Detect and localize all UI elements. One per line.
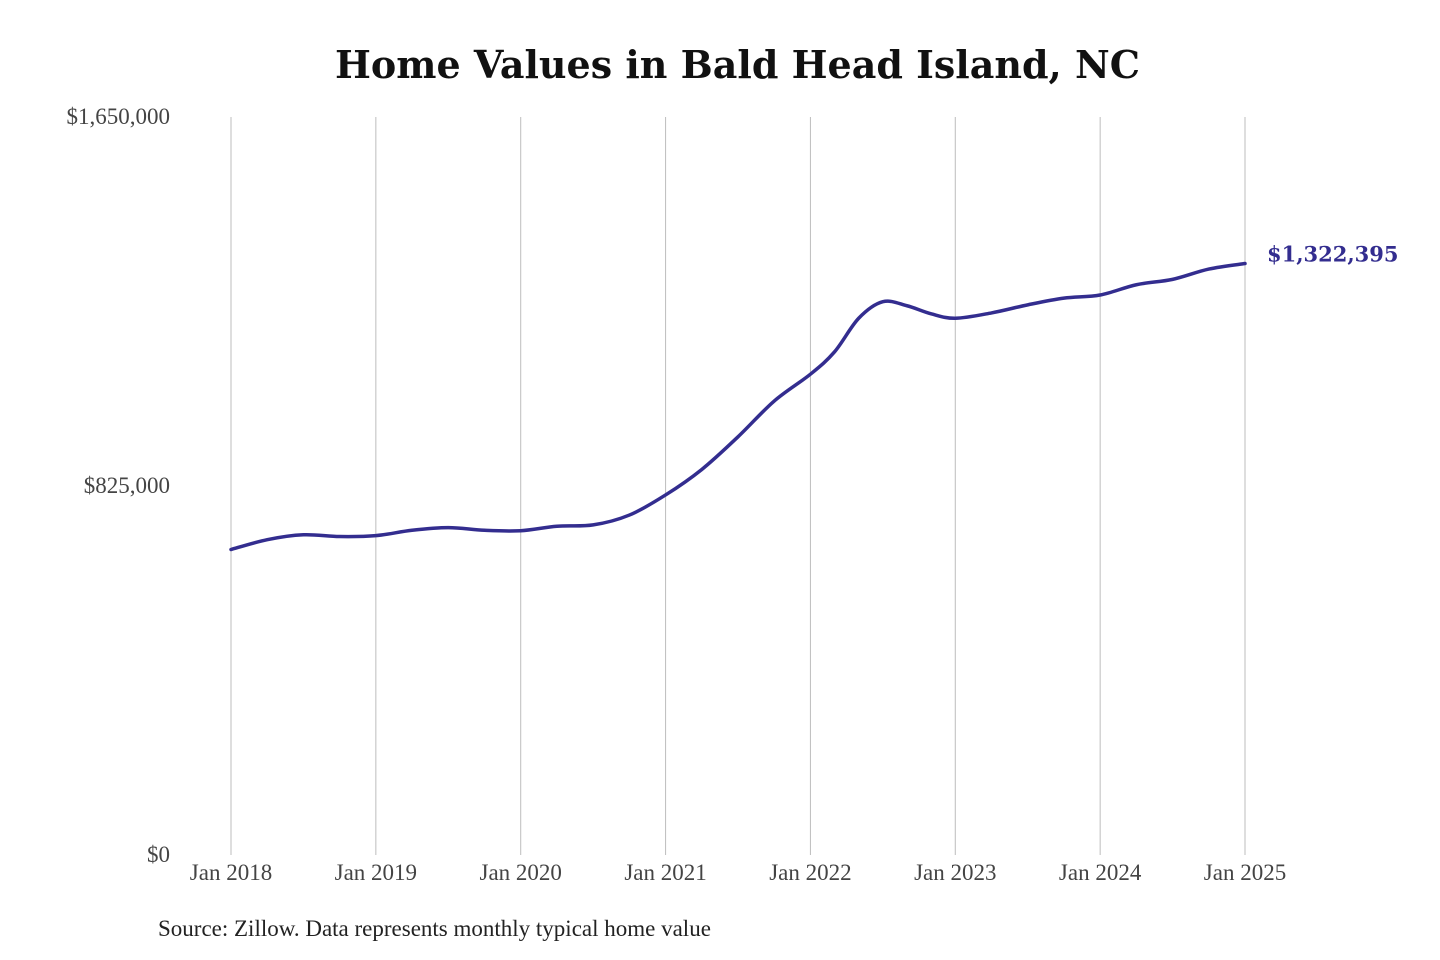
end-value-labels: $1,322,395 [1267,242,1399,267]
x-tick-label: Jan 2025 [1204,860,1286,885]
series-line [229,261,1247,552]
series-layer [229,261,1247,552]
x-tick-label: Jan 2021 [624,860,706,885]
end-value-label: $1,322,395 [1267,242,1399,267]
x-tick-label: Jan 2020 [480,860,562,885]
source-note: Source: Zillow. Data represents monthly … [158,916,711,941]
x-tick-label: Jan 2022 [769,860,851,885]
y-tick-label: $0 [147,842,170,867]
y-tick-label: $1,650,000 [67,104,171,129]
x-axis-ticks: Jan 2018 Jan 2019 Jan 2020 Jan 2021 Jan 2022… [190,860,1286,885]
y-tick-label: $825,000 [84,473,170,498]
x-tick-label: Jan 2019 [335,860,417,885]
x-tick-label: Jan 2018 [190,860,272,885]
x-tick-label: Jan 2024 [1059,860,1142,885]
chart-title: Home Values in Bald Head Island, NC [335,42,1140,87]
x-tick-label: Jan 2023 [914,860,996,885]
grid-lines [230,117,1246,855]
y-axis-ticks: $0 $825,000 $1,650,000 [67,104,171,867]
